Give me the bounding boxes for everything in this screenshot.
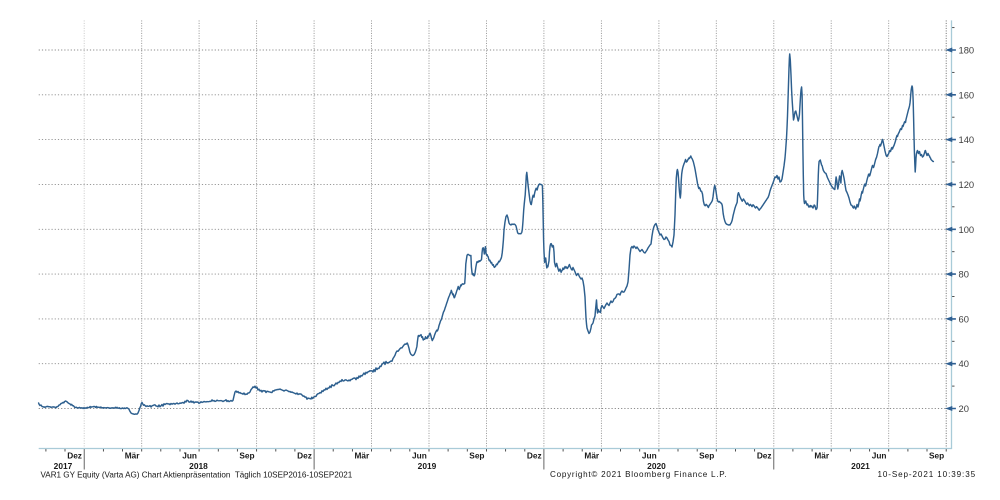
svg-text:160: 160 bbox=[959, 89, 975, 100]
svg-text:80: 80 bbox=[959, 269, 969, 280]
svg-text:20: 20 bbox=[959, 403, 969, 414]
svg-text:Jun: Jun bbox=[642, 451, 657, 461]
svg-text:2019: 2019 bbox=[418, 461, 437, 471]
svg-text:Mär: Mär bbox=[355, 451, 371, 461]
svg-text:Jun: Jun bbox=[182, 451, 197, 461]
svg-text:Sep: Sep bbox=[469, 451, 484, 461]
svg-text:140: 140 bbox=[959, 134, 975, 145]
svg-text:60: 60 bbox=[959, 313, 969, 324]
svg-text:Dez: Dez bbox=[527, 451, 542, 461]
svg-text:Sep: Sep bbox=[929, 451, 944, 461]
svg-text:Dez: Dez bbox=[67, 451, 82, 461]
svg-text:Jun: Jun bbox=[412, 451, 427, 461]
svg-text:Copyright© 2021 Bloomberg Fina: Copyright© 2021 Bloomberg Finance L.P. bbox=[550, 470, 727, 479]
svg-text:Sep: Sep bbox=[239, 451, 254, 461]
svg-text:Dez: Dez bbox=[757, 451, 772, 461]
svg-text:Sep: Sep bbox=[699, 451, 714, 461]
svg-text:120: 120 bbox=[959, 179, 975, 190]
svg-text:Mär: Mär bbox=[584, 451, 600, 461]
svg-text:100: 100 bbox=[959, 224, 975, 235]
svg-text:Mär: Mär bbox=[125, 451, 141, 461]
svg-text:2018: 2018 bbox=[189, 461, 208, 471]
svg-text:10-Sep-2021 10:39:35: 10-Sep-2021 10:39:35 bbox=[877, 470, 976, 479]
svg-text:180: 180 bbox=[959, 45, 975, 56]
svg-text:Mär: Mär bbox=[814, 451, 830, 461]
svg-text:VAR1 GY Equity (Varta AG) Char: VAR1 GY Equity (Varta AG) Chart Aktienpr… bbox=[41, 470, 353, 479]
svg-text:40: 40 bbox=[959, 358, 969, 369]
svg-text:Jun: Jun bbox=[872, 451, 887, 461]
svg-text:Dez: Dez bbox=[297, 451, 312, 461]
svg-text:2020: 2020 bbox=[647, 461, 666, 471]
svg-text:2021: 2021 bbox=[851, 461, 870, 471]
svg-text:2017: 2017 bbox=[54, 461, 73, 471]
